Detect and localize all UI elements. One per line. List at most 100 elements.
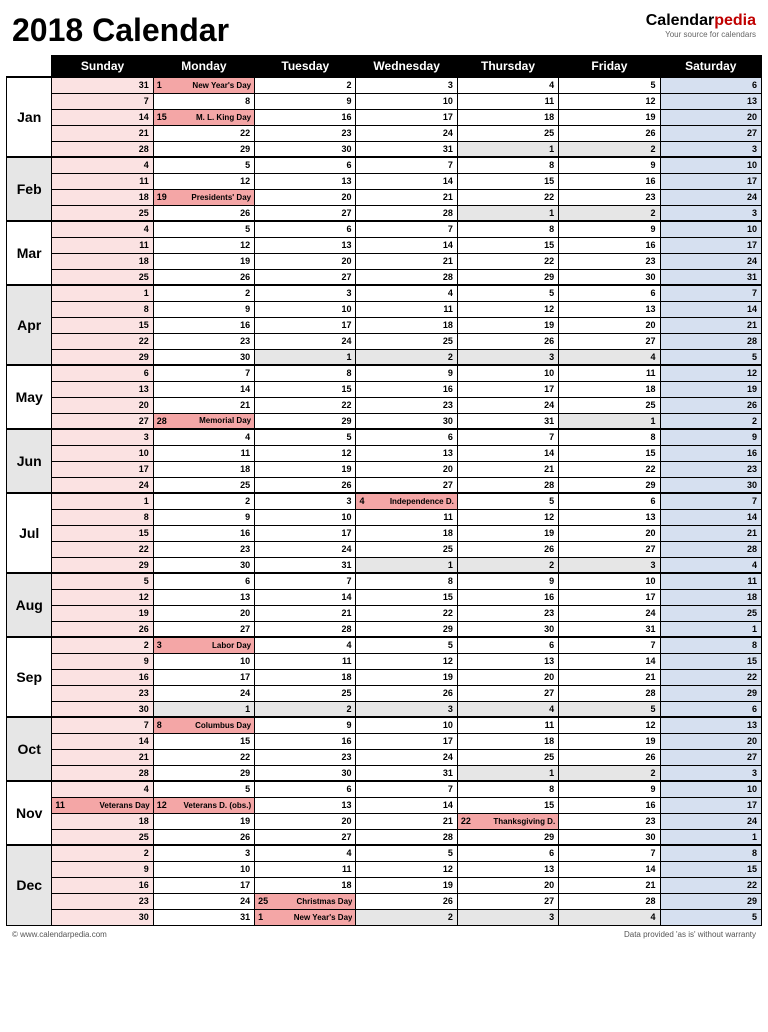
day-cell: 16 [153, 525, 254, 541]
day-cell: 18 [457, 733, 558, 749]
day-cell: 3 [356, 701, 457, 717]
month-label: Jun [7, 429, 52, 493]
day-cell: 4 [52, 221, 153, 237]
day-cell: 26 [255, 477, 356, 493]
day-cell: 16 [457, 589, 558, 605]
day-cell: 24 [52, 477, 153, 493]
day-cell: 22 [153, 749, 254, 765]
day-cell: 24 [559, 605, 660, 621]
month-label: Oct [7, 717, 52, 781]
day-cell: 26 [356, 685, 457, 701]
day-cell: 3Labor Day [153, 637, 254, 653]
day-cell: 23 [457, 605, 558, 621]
day-cell: 30 [559, 269, 660, 285]
day-cell: 3 [559, 557, 660, 573]
day-cell: 29 [660, 893, 761, 909]
day-cell: 1 [153, 701, 254, 717]
day-cell: 26 [559, 749, 660, 765]
day-cell: 3 [660, 765, 761, 781]
day-cell: 1 [52, 285, 153, 301]
day-cell: 9 [559, 781, 660, 797]
day-cell: 16 [255, 109, 356, 125]
day-cell: 22 [356, 605, 457, 621]
day-cell: 11 [559, 365, 660, 381]
day-cell: 30 [559, 829, 660, 845]
day-cell: 7 [660, 285, 761, 301]
day-cell: 15 [52, 317, 153, 333]
day-cell: 21 [153, 397, 254, 413]
day-cell: 4 [559, 909, 660, 925]
day-cell: 1 [457, 141, 558, 157]
day-cell: 2 [52, 845, 153, 861]
day-cell: 15 [255, 381, 356, 397]
day-cell: 17 [153, 877, 254, 893]
day-cell: 6 [52, 365, 153, 381]
day-cell: 10 [255, 509, 356, 525]
day-cell: 16 [559, 797, 660, 813]
day-cell: 5 [457, 285, 558, 301]
day-cell: 23 [559, 813, 660, 829]
day-cell: 5 [356, 637, 457, 653]
day-cell: 28 [457, 477, 558, 493]
day-cell: 15 [457, 237, 558, 253]
day-header: Friday [559, 56, 660, 78]
day-cell: 6 [255, 781, 356, 797]
day-cell: 18 [356, 525, 457, 541]
day-cell: 12 [52, 589, 153, 605]
day-cell: 18 [52, 189, 153, 205]
day-cell: 11 [255, 861, 356, 877]
day-cell: 28 [660, 541, 761, 557]
day-cell: 2 [52, 637, 153, 653]
day-cell: 27 [255, 829, 356, 845]
day-cell: 9 [660, 429, 761, 445]
day-cell: 21 [559, 669, 660, 685]
brand: Calendarpedia Your source for calendars [646, 12, 756, 39]
day-header: Saturday [660, 56, 761, 78]
day-cell: 26 [52, 621, 153, 637]
day-cell: 12 [153, 237, 254, 253]
day-cell: 15 [457, 797, 558, 813]
day-cell: 20 [559, 317, 660, 333]
day-cell: 2 [255, 77, 356, 93]
day-cell: 14 [356, 173, 457, 189]
day-cell: 12 [153, 173, 254, 189]
month-label: May [7, 365, 52, 429]
day-cell: 13 [559, 509, 660, 525]
day-cell: 13 [255, 237, 356, 253]
day-cell: 30 [255, 765, 356, 781]
day-cell: 8 [255, 365, 356, 381]
day-cell: 3 [660, 205, 761, 221]
day-cell: 9 [559, 221, 660, 237]
day-cell: 5 [660, 909, 761, 925]
day-cell: 19 [153, 813, 254, 829]
day-cell: 7 [559, 637, 660, 653]
day-cell: 24 [660, 253, 761, 269]
day-cell: 25 [559, 397, 660, 413]
day-cell: 4 [255, 845, 356, 861]
day-cell: 25 [52, 829, 153, 845]
day-cell: 5 [356, 845, 457, 861]
day-cell: 5 [457, 493, 558, 509]
month-label: Aug [7, 573, 52, 637]
day-cell: 18 [153, 461, 254, 477]
day-cell: 28Memorial Day [153, 413, 254, 429]
day-cell: 21 [356, 813, 457, 829]
day-cell: 22 [559, 461, 660, 477]
day-cell: 20 [255, 253, 356, 269]
day-cell: 10 [255, 301, 356, 317]
day-cell: 2 [356, 909, 457, 925]
day-cell: 8 [457, 157, 558, 173]
day-cell: 26 [153, 829, 254, 845]
day-cell: 21 [255, 605, 356, 621]
day-cell: 23 [559, 189, 660, 205]
day-cell: 14 [356, 797, 457, 813]
day-cell: 18 [52, 813, 153, 829]
day-cell: 14 [457, 445, 558, 461]
day-cell: 28 [356, 205, 457, 221]
day-cell: 19 [356, 877, 457, 893]
day-cell: 27 [255, 205, 356, 221]
day-cell: 27 [356, 477, 457, 493]
day-cell: 8 [457, 781, 558, 797]
day-cell: 19 [559, 109, 660, 125]
day-cell: 15 [356, 589, 457, 605]
